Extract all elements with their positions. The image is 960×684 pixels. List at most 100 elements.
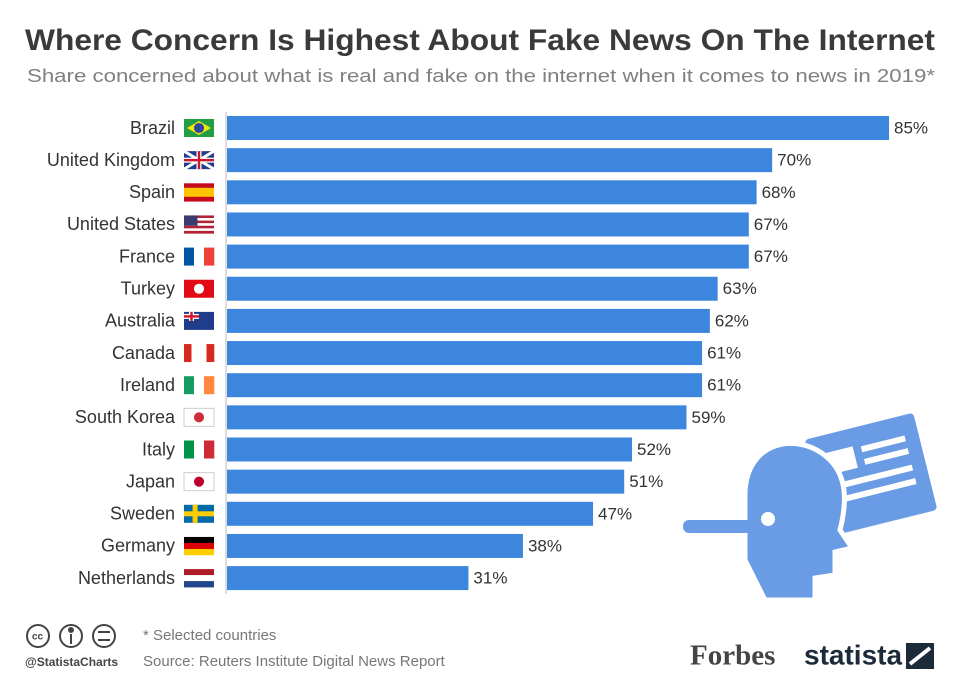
bar — [227, 566, 469, 591]
bar — [227, 373, 703, 398]
flag — [184, 247, 215, 266]
flag-part — [184, 215, 214, 219]
flag-part — [184, 228, 214, 232]
value-label: 67% — [754, 247, 788, 266]
category-label: Germany — [101, 536, 175, 556]
flag-part — [193, 412, 205, 423]
category-label: South Korea — [75, 407, 176, 427]
value-label: 52% — [637, 440, 671, 459]
illustration — [683, 413, 937, 603]
flag-part — [184, 183, 214, 189]
flag-part — [204, 440, 215, 459]
value-label: 85% — [894, 118, 928, 137]
bar — [227, 308, 710, 333]
flag-part — [184, 247, 195, 266]
value-label: 51% — [629, 472, 663, 491]
cc-mark: cc — [32, 632, 44, 643]
bar — [227, 469, 625, 494]
value-label: 61% — [707, 376, 741, 395]
flag — [183, 472, 215, 492]
eye — [761, 512, 775, 526]
category-label: Italy — [142, 439, 175, 459]
flag-part — [184, 218, 214, 221]
flag-part — [194, 376, 205, 395]
flag — [184, 279, 214, 298]
flag-part — [194, 440, 205, 459]
flag-part — [193, 283, 205, 294]
category-label: Netherlands — [78, 568, 175, 588]
flag-part — [184, 196, 214, 202]
flag — [184, 311, 214, 330]
category-label: France — [119, 246, 175, 266]
bar — [227, 244, 749, 269]
flag-part — [184, 220, 214, 224]
flag — [184, 376, 215, 395]
flag — [184, 569, 214, 588]
brand-mark — [906, 643, 934, 669]
value-label: 70% — [777, 151, 811, 170]
flag-part — [194, 247, 205, 266]
category-label: United Kingdom — [47, 150, 175, 170]
chart-title: Where Concern Is Highest About Fake News… — [25, 24, 935, 57]
flag-part — [184, 158, 214, 162]
value-label: 59% — [692, 408, 726, 427]
handle: @StatistaCharts — [25, 655, 118, 669]
value-label: 68% — [762, 183, 796, 202]
bar — [227, 437, 632, 462]
bar — [227, 180, 757, 205]
license-icons — [26, 624, 116, 648]
category-label: Sweden — [110, 504, 175, 524]
bar — [227, 148, 773, 173]
nose — [683, 520, 798, 533]
category-label: Spain — [129, 182, 175, 202]
value-label: 38% — [528, 536, 562, 555]
note: * Selected countries — [143, 627, 276, 644]
flag-part — [204, 247, 215, 266]
value-label: 63% — [723, 279, 757, 298]
flag-part — [184, 223, 214, 226]
flag — [183, 149, 215, 171]
flag-part — [184, 536, 214, 544]
category-label: Brazil — [130, 118, 175, 138]
brand-logo: statista — [804, 639, 902, 670]
bar — [227, 405, 687, 430]
flag — [184, 119, 214, 137]
category-label: Australia — [105, 311, 176, 331]
value-label: 61% — [707, 344, 741, 363]
source: Source: Reuters Institute Digital News R… — [143, 653, 446, 670]
flag-part — [184, 315, 199, 318]
bar — [227, 501, 594, 526]
flag-part — [184, 511, 214, 517]
flag — [183, 407, 215, 427]
flag-part — [184, 581, 214, 588]
flag — [184, 440, 215, 459]
category-label: Japan — [126, 471, 175, 491]
value-label: 31% — [473, 569, 507, 588]
category-label: Turkey — [121, 279, 175, 299]
flag-part — [184, 440, 195, 459]
flag-part — [206, 344, 215, 363]
flag-part — [193, 122, 205, 134]
bar — [227, 341, 703, 366]
flag — [184, 344, 215, 363]
category-label: United States — [67, 214, 175, 234]
bar — [227, 116, 889, 140]
flag — [184, 183, 214, 202]
flag-part — [184, 187, 214, 193]
bar — [227, 212, 749, 237]
chart-subtitle: Share concerned about what is real and f… — [27, 66, 935, 86]
flag-part — [184, 376, 195, 395]
flag-part — [184, 215, 198, 226]
flag-part — [184, 344, 192, 363]
partner-logo: Forbes — [690, 640, 775, 672]
category-label: Ireland — [120, 375, 175, 395]
flag-part — [184, 230, 214, 234]
flag-part — [184, 575, 214, 582]
bar — [227, 533, 523, 558]
flag — [184, 215, 214, 234]
bar — [227, 276, 718, 301]
flag-part — [184, 225, 214, 229]
category-label: Canada — [112, 343, 176, 363]
value-label: 67% — [754, 215, 788, 234]
flag-part — [193, 476, 205, 487]
